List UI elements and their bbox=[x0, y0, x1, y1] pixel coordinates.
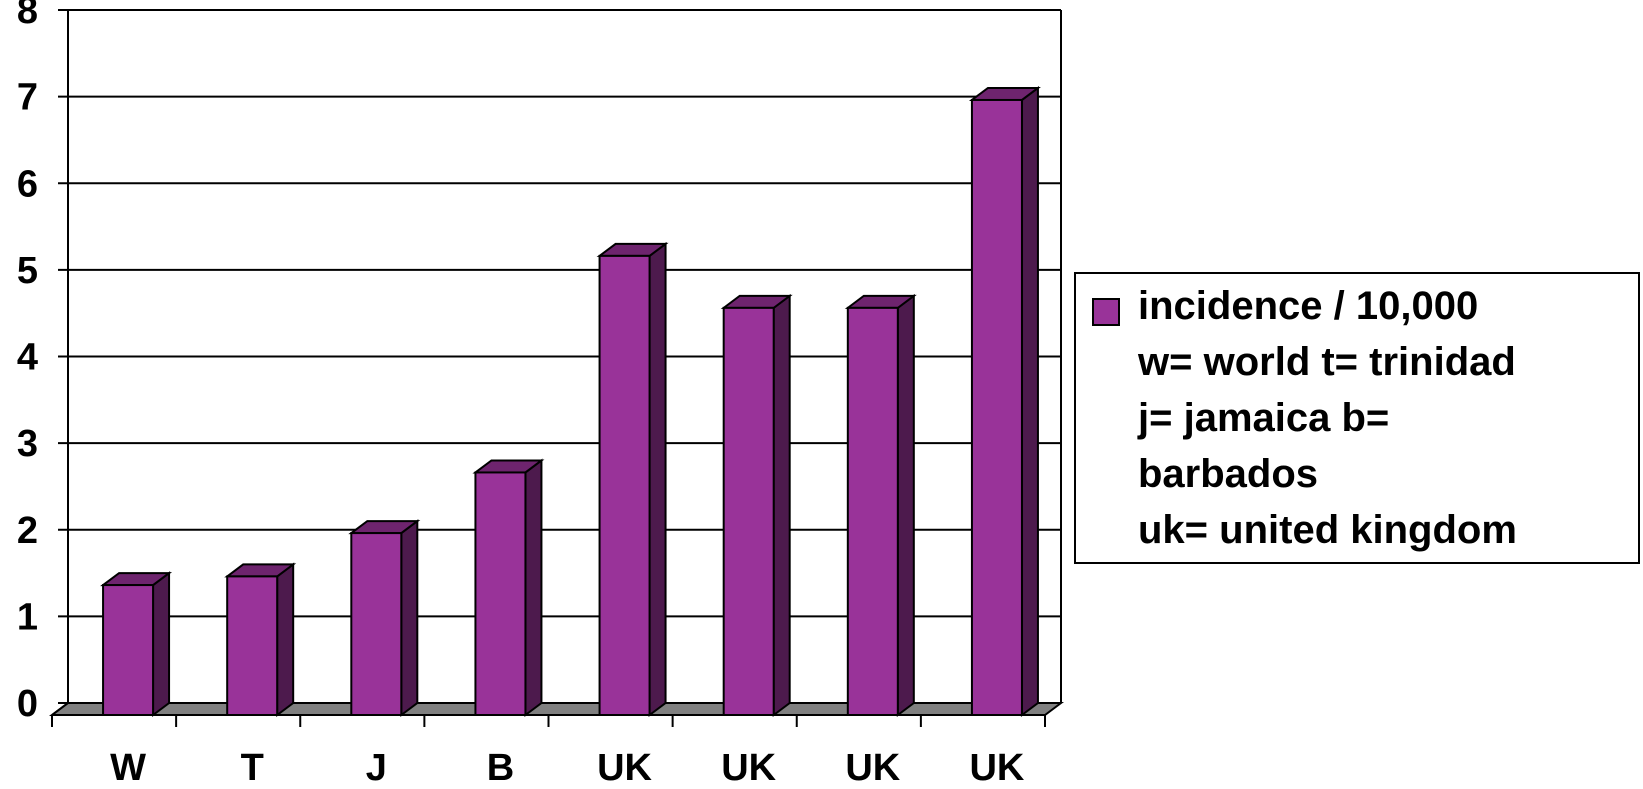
legend: incidence / 10,000 w= world t= trinidad … bbox=[1074, 272, 1640, 564]
y-tick-label: 3 bbox=[17, 423, 38, 465]
x-tick-label: T bbox=[241, 747, 264, 789]
y-tick-label: 5 bbox=[17, 250, 38, 292]
y-tick-label: 6 bbox=[17, 163, 38, 205]
x-tick-label: B bbox=[487, 747, 514, 789]
x-tick-labels: W T J B UK UK UK UK bbox=[51, 715, 1046, 789]
y-tick-labels: 0 1 2 3 4 5 6 7 8 bbox=[17, 0, 68, 725]
x-tick-label: W bbox=[110, 747, 146, 789]
x-tick-label: J bbox=[366, 747, 387, 789]
x-tick-label: UK bbox=[597, 747, 652, 789]
legend-label: incidence / 10,000 w= world t= trinidad … bbox=[1138, 284, 1517, 552]
bar bbox=[968, 85, 1041, 717]
y-tick-label: 2 bbox=[17, 510, 38, 552]
bar bbox=[720, 293, 793, 717]
bar bbox=[224, 562, 297, 717]
x-tick-label: UK bbox=[969, 747, 1024, 789]
legend-swatch bbox=[1092, 298, 1120, 326]
bar bbox=[100, 571, 173, 717]
y-tick-label: 4 bbox=[17, 337, 38, 379]
bar bbox=[472, 458, 545, 717]
y-tick-label: 7 bbox=[17, 77, 38, 119]
bar bbox=[348, 519, 421, 717]
bars bbox=[100, 85, 1041, 717]
bar bbox=[596, 241, 669, 717]
x-tick-label: UK bbox=[721, 747, 776, 789]
x-tick-label: UK bbox=[845, 747, 900, 789]
y-tick-label: 8 bbox=[17, 0, 38, 32]
y-tick-label: 0 bbox=[17, 683, 38, 725]
y-tick-label: 1 bbox=[17, 596, 38, 638]
bar bbox=[844, 293, 917, 717]
